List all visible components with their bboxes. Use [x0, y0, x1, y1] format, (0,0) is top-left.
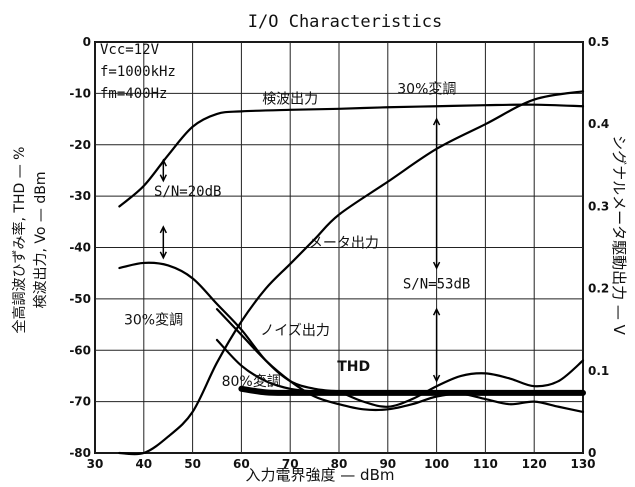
condition-f: f=1000kHz [100, 64, 176, 80]
y-tick-label-left: -80 [69, 446, 91, 460]
x-axis-label: 入力電界強度 — dBm [246, 466, 395, 484]
sn53-arrow-bottom-tail [432, 307, 441, 316]
y-tick-label-right: 0.5 [588, 35, 609, 49]
x-tick-label: 50 [184, 457, 201, 471]
right-axis-label: シグナルメータ駆動出力 — V [610, 135, 628, 336]
x-tick-label: 110 [473, 457, 498, 471]
axis-ticks: 30 40 50 60 70 80 90 100 110 120 1300-10-20-30-40-… [69, 35, 609, 471]
annotation-label-1: S/N=53dB [403, 277, 470, 293]
left-axis-label: 全高調波ひずみ率, THD — % 検波出力, Vo — dBm [11, 147, 49, 334]
annotations: S/N=20dBS/N=53dB検波出力30%変調メータ出力30%変調ノイズ出力… [124, 80, 470, 390]
series-line-2 [118, 261, 341, 393]
y-tick-label-left: 0 [83, 35, 91, 49]
grid [94, 41, 584, 454]
annotation-label-8: 80%変調 [222, 373, 281, 390]
y-tick-label-right: 0.2 [588, 282, 609, 296]
chart-title: I/O Characteristics [248, 12, 442, 32]
sn53-arrow-top-head [432, 261, 441, 270]
x-tick-label: 30 [87, 457, 104, 471]
x-tick-label: 40 [135, 457, 152, 471]
y-tick-label-right: 0 [588, 446, 596, 460]
annotation-label-2: 検波出力 [262, 92, 318, 108]
x-tick-label: 100 [424, 457, 449, 471]
left-axis-label-line-1: 全高調波ひずみ率, THD — % [11, 147, 28, 334]
sn20-arrow-bottom-tail [159, 225, 167, 234]
series-line-5 [238, 385, 586, 396]
y-tick-label-left: -60 [69, 343, 91, 357]
y-tick-label-left: -50 [69, 292, 91, 306]
sn20-arrow-top-tail [159, 158, 167, 167]
sn53-arrow-top-tail [432, 117, 441, 126]
annotation-label-3: 30%変調 [397, 80, 456, 97]
condition-fm: fm=400Hz [100, 86, 167, 102]
x-tick-label: 60 [233, 457, 250, 471]
conditions-box: Vcc=12V f=1000kHz fm=400Hz [100, 42, 176, 102]
left-axis-label-line-2: 検波出力, Vo — dBm [33, 172, 49, 309]
y-tick-label-right: 0.4 [588, 117, 609, 131]
annotation-label-5: 30%変調 [124, 312, 183, 329]
series-line-1 [118, 90, 585, 456]
x-tick-label: 130 [570, 457, 595, 471]
y-tick-label-left: -10 [69, 86, 91, 100]
y-tick-label-left: -30 [69, 189, 91, 203]
y-tick-label-left: -70 [69, 395, 91, 409]
y-tick-label-right: 0.1 [588, 364, 609, 378]
sn20-arrow-bottom-head [159, 251, 167, 260]
series-lines [118, 90, 586, 456]
annotation-label-7: THD [337, 359, 370, 375]
x-tick-label: 120 [522, 457, 547, 471]
x-tick-label: 90 [379, 457, 396, 471]
sn20-arrow-top-head [159, 174, 167, 183]
y-tick-label-left: -20 [69, 138, 91, 152]
condition-vcc: Vcc=12V [100, 42, 160, 58]
x-tick-label: 80 [331, 457, 348, 471]
y-tick-label-left: -40 [69, 241, 91, 255]
series-line-6 [337, 359, 585, 408]
x-tick-label: 70 [282, 457, 299, 471]
series-line-3 [215, 308, 585, 413]
series-line-0 [118, 103, 585, 208]
sn53-arrow-bottom-head [432, 374, 441, 383]
annotation-label-6: ノイズ出力 [260, 323, 330, 339]
annotation-label-4: メータ出力 [309, 236, 379, 252]
annotation-label-0: S/N=20dB [154, 184, 221, 200]
y-tick-label-right: 0.3 [588, 199, 609, 213]
